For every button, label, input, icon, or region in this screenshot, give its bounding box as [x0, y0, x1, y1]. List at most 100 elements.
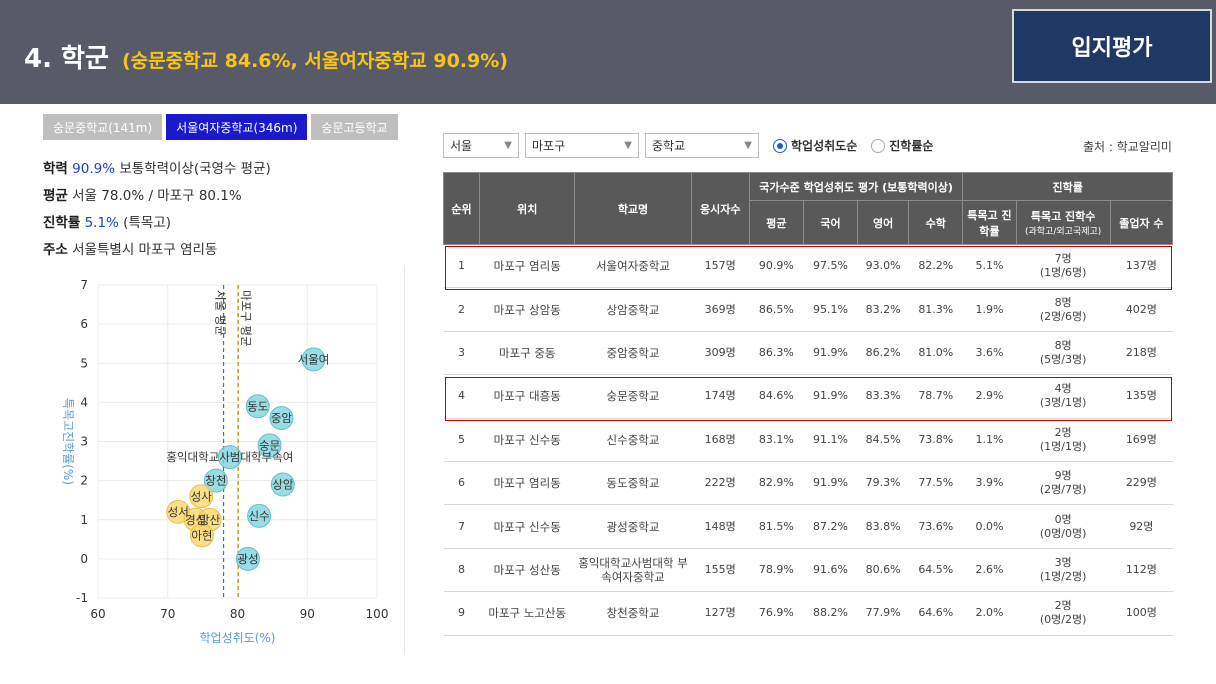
data-label: 창천 [205, 474, 226, 488]
chevron-down-icon: ▼ [624, 140, 632, 151]
cell-applicants: 155명 [691, 548, 750, 593]
cell-math: 73.8% [908, 418, 963, 462]
th-special-count: 특목고 진학수 (과학고/외고국제고) [1015, 200, 1111, 245]
y-tick-label: 3 [80, 435, 88, 449]
special-count-detail: (1명/2명) [1039, 569, 1087, 583]
data-point [203, 468, 228, 493]
school-ranking-table: 순위 위치 학교명 응시자수 국가수준 학업성취도 평가 (보통학력이상) 진학… [442, 172, 1174, 636]
th-kor: 국어 [802, 200, 859, 245]
x-tick-label: 90 [300, 607, 315, 621]
filter-bar: 서울 ▼ 마포구 ▼ 중학교 ▼ 학업성취도순 진학률순 [443, 133, 933, 158]
table-row: 9 마포구 노고산동 창천중학교 127명 76.9% 88.2% 77.9% 64.6% 2.… [443, 591, 1173, 636]
special-count-detail: (1명/1명) [1039, 439, 1087, 453]
cell-special-count: 9명 (2명/7명) [1016, 461, 1111, 506]
info-average: 평균 서울 78.0% / 마포구 80.1% [43, 183, 271, 210]
cell-applicants: 174명 [691, 374, 750, 419]
cell-grads: 218명 [1110, 331, 1173, 376]
cell-eng: 93.0% [857, 244, 909, 289]
data-label: 신수 [249, 509, 270, 523]
cell-location: 마포구 대흥동 [479, 374, 575, 419]
cell-special-count: 8명 (5명/3명) [1016, 331, 1111, 376]
data-label: 광성 [237, 552, 258, 566]
sort-by-advance-radio[interactable]: 진학률순 [871, 137, 933, 154]
divider [404, 265, 405, 655]
data-point [217, 445, 242, 470]
info-academic-desc: 보통학력이상(국영수 평균) [119, 161, 271, 177]
cell-location: 마포구 염리동 [479, 244, 575, 289]
cell-avg: 81.5% [749, 504, 804, 549]
cell-school: 중암중학교 [574, 331, 692, 376]
y-tick-label: 2 [80, 474, 88, 488]
y-tick-label: 6 [80, 317, 88, 331]
info-average-label: 평균 [43, 188, 68, 204]
tab-seoul-girls-middle[interactable]: 서울여자중학교(346m) [166, 114, 308, 140]
data-label: 숭문 [259, 438, 280, 452]
cell-special-count: 4명 (3명/1명) [1016, 374, 1111, 419]
title-subtitle: (숭문중학교 84.6%, 서울여자중학교 90.9%) [121, 50, 508, 72]
cell-avg: 90.9% [749, 244, 804, 289]
cell-math: 82.2% [908, 244, 963, 289]
cell-applicants: 168명 [691, 418, 750, 462]
data-point [235, 546, 260, 571]
cell-eng: 77.9% [857, 591, 909, 636]
sort-by-achievement-radio[interactable]: 학업성취도순 [773, 137, 857, 154]
reference-line-label: 마포구 평균 [239, 290, 253, 347]
tab-sungmun-high[interactable]: 숭문고등학교 [311, 114, 398, 140]
cell-applicants: 157명 [691, 244, 750, 289]
cell-avg: 82.9% [749, 461, 804, 506]
special-count-detail: (0명/2명) [1039, 613, 1087, 627]
city-select[interactable]: 서울 ▼ [443, 133, 519, 158]
cell-rank: 6 [443, 461, 480, 506]
table-row: 1 마포구 염리동 서울여자중학교 157명 90.9% 97.5% 93.0% 82.2% 5… [443, 244, 1173, 289]
cell-school: 신수중학교 [574, 418, 692, 462]
cell-kor: 91.6% [803, 548, 858, 593]
cell-avg: 76.9% [749, 591, 804, 636]
cell-location: 마포구 상암동 [479, 287, 575, 332]
cell-special-rate: 1.9% [962, 287, 1016, 332]
district-select[interactable]: 마포구 ▼ [525, 133, 639, 158]
special-count-total: 7명 [1054, 252, 1072, 266]
y-tick-label: 0 [80, 552, 88, 566]
data-label: 아현 [191, 528, 212, 542]
cell-location: 마포구 중동 [479, 331, 575, 376]
cell-eng: 79.3% [857, 461, 909, 506]
cell-kor: 87.2% [803, 504, 858, 549]
cell-kor: 88.2% [803, 591, 858, 636]
cell-avg: 86.3% [749, 331, 804, 376]
cell-eng: 83.3% [857, 374, 909, 419]
th-grads: 졸업자 수 [1109, 200, 1174, 245]
cell-kor: 95.1% [803, 287, 858, 332]
th-applicants: 응시자수 [690, 172, 750, 245]
y-tick-label: 7 [80, 278, 88, 292]
th-special-count-label: 특목고 진학수 [1030, 210, 1096, 223]
th-advance-group: 진학률 [962, 172, 1173, 201]
data-label: 상암 [272, 478, 294, 492]
y-tick-label: 1 [80, 513, 88, 527]
cell-kor: 91.1% [803, 418, 858, 462]
radio-checked-icon [773, 138, 787, 153]
tab-sungmun-middle[interactable]: 숭문중학교(141m) [43, 114, 163, 140]
special-count-detail: (1명/6명) [1039, 266, 1087, 280]
y-tick-label: 5 [80, 356, 88, 370]
cell-special-count: 7명 (1명/6명) [1016, 244, 1111, 289]
cell-special-rate: 5.1% [962, 244, 1016, 289]
cell-applicants: 127명 [691, 591, 750, 636]
district-select-value: 마포구 [532, 139, 566, 153]
data-point [245, 394, 270, 419]
cell-avg: 83.1% [749, 418, 804, 462]
data-point [301, 347, 326, 372]
cell-special-rate: 2.6% [962, 548, 1016, 593]
cell-grads: 229명 [1110, 461, 1173, 506]
cell-location: 마포구 염리동 [479, 461, 575, 506]
data-label: 중암 [271, 411, 293, 425]
cell-special-rate: 3.9% [962, 461, 1016, 506]
achievement-scatter-chart: -1 0 1 2 3 4 5 6 7 60 70 80 90 100 학업성취도(%) 특목고진학률(%) 서울… [61, 278, 388, 645]
cell-rank: 4 [443, 374, 480, 419]
level-select[interactable]: 중학교 ▼ [645, 133, 759, 158]
data-label: 망산 [199, 513, 221, 527]
info-academic-value: 90.9% [72, 161, 116, 177]
th-rank: 순위 [442, 172, 481, 245]
cell-special-count: 2명 (1명/1명) [1016, 418, 1111, 462]
cell-special-rate: 1.1% [962, 418, 1016, 462]
cell-math: 73.6% [908, 504, 963, 549]
